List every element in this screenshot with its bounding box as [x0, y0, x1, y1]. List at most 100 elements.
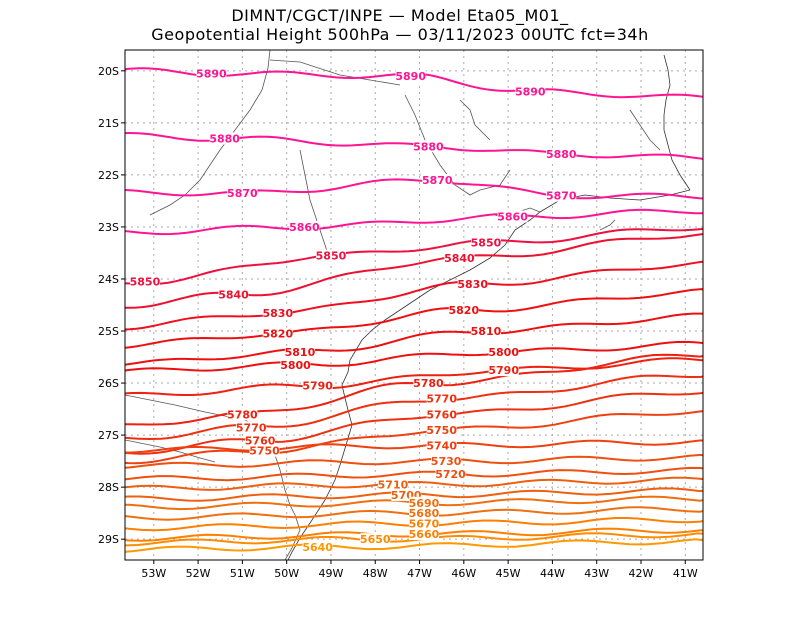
- contour-label-bg: [546, 189, 577, 202]
- contour-line: [125, 466, 703, 482]
- contour-label-bg: [435, 468, 466, 481]
- contour-label: 5770: [236, 421, 267, 434]
- contour-label-bg: [249, 444, 280, 457]
- contour-label: 5820: [262, 328, 293, 341]
- contour-label-bg: [408, 496, 439, 509]
- contour-label-bg: [444, 252, 475, 265]
- contour-label-bg: [488, 364, 519, 377]
- lat-label: 21S: [98, 117, 119, 130]
- contour-line: [125, 233, 703, 309]
- contour-label: 5850: [316, 250, 347, 263]
- contour-line: [125, 312, 703, 366]
- contour-label-bg: [426, 408, 457, 421]
- contour-label-bg: [227, 187, 258, 200]
- contour-label-bg: [431, 455, 462, 468]
- contour-label: 5860: [497, 211, 528, 224]
- contour-label: 5760: [426, 408, 457, 421]
- contour-label-bg: [395, 70, 426, 83]
- map-frame: [124, 49, 704, 561]
- contour-label: 5840: [444, 252, 475, 265]
- lat-label: 28S: [98, 481, 119, 494]
- contour-label: 5870: [227, 187, 258, 200]
- contour-label: 5750: [249, 445, 280, 458]
- lat-label: 22S: [98, 169, 119, 182]
- lon-label: 43W: [584, 567, 609, 580]
- contour-label-bg: [262, 327, 293, 340]
- contour-label-bg: [262, 306, 293, 319]
- lon-label: 50W: [274, 567, 299, 580]
- lat-label: 25S: [98, 325, 119, 338]
- contour-label-bg: [448, 304, 479, 317]
- contour-labels: 5890 5890 5890 5880 5880 5880 5870 5870 5870 5860…: [130, 67, 577, 554]
- contour-label: 5740: [426, 440, 457, 453]
- contour-label-bg: [426, 423, 457, 436]
- contour-label-bg: [302, 379, 333, 392]
- contour-line: [125, 374, 703, 441]
- contour-label: 5650: [360, 533, 391, 546]
- contour-label: 5830: [262, 307, 293, 320]
- contour-label-bg: [129, 275, 160, 288]
- contour-label: 5640: [302, 541, 333, 554]
- contour-line: [125, 227, 703, 286]
- lat-label: 23S: [98, 221, 119, 234]
- lat-label: 29S: [98, 533, 119, 546]
- lat-label: 24S: [98, 273, 119, 286]
- contour-label: 5860: [289, 221, 320, 234]
- contour-label-bg: [408, 507, 439, 520]
- contour-label: 5680: [409, 507, 440, 520]
- contour-label-bg: [289, 220, 320, 233]
- contour-label: 5830: [457, 278, 488, 291]
- contour-label-bg: [227, 408, 258, 421]
- contour-label: 5820: [449, 304, 480, 317]
- contour-label: 5890: [515, 86, 546, 99]
- contour-label: 5790: [488, 364, 519, 377]
- lon-label: 49W: [319, 567, 344, 580]
- contour-label: 5890: [395, 70, 426, 83]
- contour-label: 5810: [471, 325, 502, 338]
- contour-line: [125, 453, 703, 469]
- contour-label-bg: [377, 478, 408, 491]
- lon-label: 47W: [407, 567, 432, 580]
- contour-label-bg: [413, 377, 444, 390]
- contour-label-bg: [218, 288, 249, 301]
- contour-label: 5750: [426, 424, 457, 437]
- contour-label-bg: [413, 140, 444, 153]
- contour-label-bg: [426, 439, 457, 452]
- contour-line: [125, 260, 703, 331]
- contour-label-bg: [196, 67, 227, 80]
- lat-label: 26S: [98, 377, 119, 390]
- contour-label-bg: [284, 345, 315, 358]
- lon-label: 46W: [451, 567, 476, 580]
- contour-label: 5870: [546, 190, 577, 203]
- contour-label: 5880: [546, 148, 577, 161]
- contour-label-bg: [408, 517, 439, 530]
- lon-label: 42W: [629, 567, 654, 580]
- contour-label: 5890: [196, 67, 227, 80]
- contour-line: [125, 288, 703, 349]
- contour-line: [125, 178, 703, 200]
- lon-label: 51W: [230, 567, 255, 580]
- contour-label: 5780: [413, 377, 444, 390]
- contour-label: 5880: [209, 132, 240, 145]
- contour-label-bg: [280, 358, 311, 371]
- contour-line: [125, 391, 703, 455]
- contour-label: 5690: [409, 497, 440, 510]
- contour-line: [125, 357, 703, 396]
- lat-label: 20S: [98, 65, 119, 78]
- contour-label-bg: [236, 421, 267, 434]
- contour-line: [125, 410, 703, 465]
- contour-label: 5850: [130, 276, 161, 289]
- contour-label: 5710: [378, 479, 409, 492]
- lon-label: 48W: [363, 567, 388, 580]
- lon-label: 41W: [673, 567, 698, 580]
- contour-label: 5870: [422, 174, 453, 187]
- contour-label-bg: [422, 174, 453, 187]
- lat-label: 27S: [98, 429, 119, 442]
- lon-label: 44W: [540, 567, 565, 580]
- map-title-line1: DIMNT/CGCT/INPE — Model Eta05_M01_: [231, 6, 569, 25]
- lon-label: 45W: [496, 567, 521, 580]
- lon-label: 52W: [186, 567, 211, 580]
- contour-line: [125, 353, 703, 426]
- contour-line: [125, 538, 703, 553]
- contour-label-bg: [426, 392, 457, 405]
